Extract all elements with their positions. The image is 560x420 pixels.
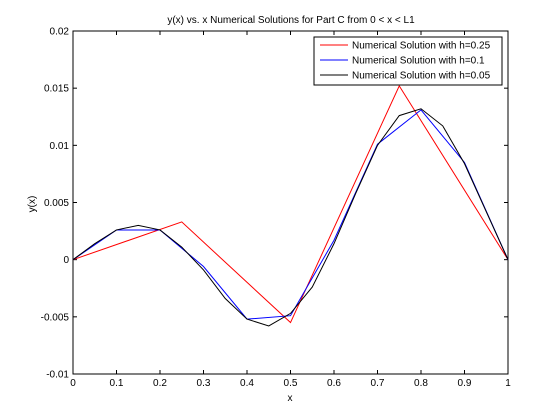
series-line (72, 108, 509, 327)
legend-label: Numerical Solution with h=0.25 (352, 41, 491, 52)
x-tick-label: 0.6 (327, 378, 341, 389)
x-axis-label: x (288, 393, 293, 404)
series-group (72, 84, 509, 327)
y-tick-label: 0.015 (44, 84, 69, 95)
x-tick-label: 0.5 (284, 378, 298, 389)
y-tick-label: 0.02 (50, 27, 70, 38)
series-line (72, 109, 509, 320)
y-tick-label: -0.01 (46, 370, 69, 381)
legend-label: Numerical Solution with h=0.05 (352, 71, 491, 82)
x-tick-label: 0.7 (371, 378, 385, 389)
y-axis-label: y(x) (27, 196, 38, 213)
axis-ticks: 0 0.1 0.2 0.3 0.4 0.5 0.6 0.7 0.8 0.9 1 -0.01 -0.005… (41, 27, 512, 390)
y-tick-label: 0.01 (50, 141, 70, 152)
y-tick-label: -0.005 (41, 312, 70, 323)
x-tick-label: 0.3 (197, 378, 211, 389)
x-tick-label: 0.9 (458, 378, 472, 389)
x-tick-label: 0.8 (414, 378, 428, 389)
legend-label: Numerical Solution with h=0.1 (352, 56, 485, 67)
chart-title: y(x) vs. x Numerical Solutions for Part … (167, 15, 415, 26)
series-line (72, 84, 509, 324)
x-tick-label: 1 (505, 378, 511, 389)
x-tick-label: 0.2 (153, 378, 167, 389)
y-tick-label: 0 (63, 255, 69, 266)
legend: Numerical Solution with h=0.25 Numerical … (313, 36, 503, 86)
plot-area (72, 30, 509, 375)
x-tick-label: 0.1 (110, 378, 124, 389)
x-tick-label: 0.4 (240, 378, 254, 389)
y-tick-label: 0.005 (44, 198, 69, 209)
x-tick-label: 0 (70, 378, 76, 389)
